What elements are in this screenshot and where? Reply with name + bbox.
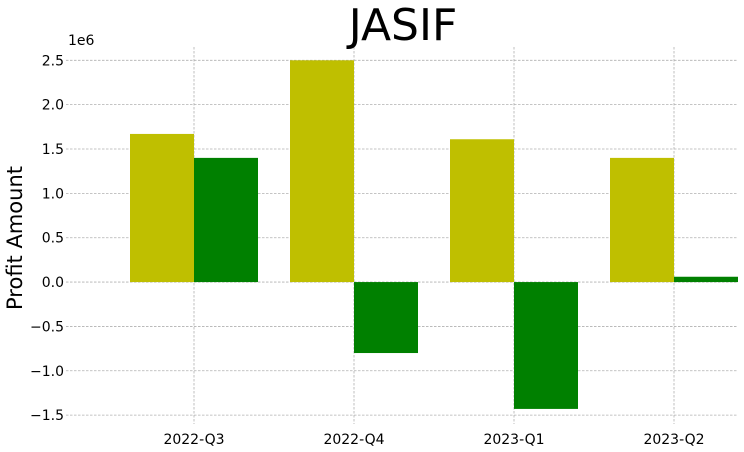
bar-series1-2022-Q4: [290, 60, 354, 283]
bar-layer: [130, 60, 738, 409]
y-tick-label: 2.0: [42, 98, 64, 114]
x-tick-label: 2022-Q4: [323, 432, 384, 448]
bar-series2-2022-Q4: [354, 282, 418, 354]
bar-series2-2023-Q2: [674, 276, 738, 283]
bar-series1-2023-Q1: [450, 139, 514, 283]
tick-layer: −1.5 −1.0 −0.5 0.0 0.5 1.0 1.5 2.0 2.5 2022-Q3 202…: [30, 53, 705, 448]
x-tick-label: 2023-Q2: [643, 432, 704, 448]
bar-series2-2023-Q1: [514, 282, 578, 409]
y-tick-label: −1.5: [30, 408, 64, 424]
bar-series1-2023-Q2: [610, 157, 674, 283]
y-tick-label: 1.5: [42, 142, 64, 158]
x-tick-label: 2023-Q1: [483, 432, 544, 448]
y-tick-label: 0.0: [42, 275, 64, 291]
y-tick-label: 0.5: [42, 231, 64, 247]
bar-series2-2022-Q3: [194, 157, 258, 283]
y-tick-label: −0.5: [30, 319, 64, 335]
bar-series1-2022-Q3: [130, 133, 194, 283]
y-tick-label: −1.0: [30, 364, 64, 380]
chart-title: JASIF: [346, 0, 458, 51]
y-offset-label: 1e6: [68, 33, 95, 49]
y-tick-label: 1.0: [42, 186, 64, 202]
x-tick-label: 2022-Q3: [163, 432, 224, 448]
y-axis-label: Profit Amount: [3, 166, 27, 310]
y-tick-label: 2.5: [42, 53, 64, 69]
